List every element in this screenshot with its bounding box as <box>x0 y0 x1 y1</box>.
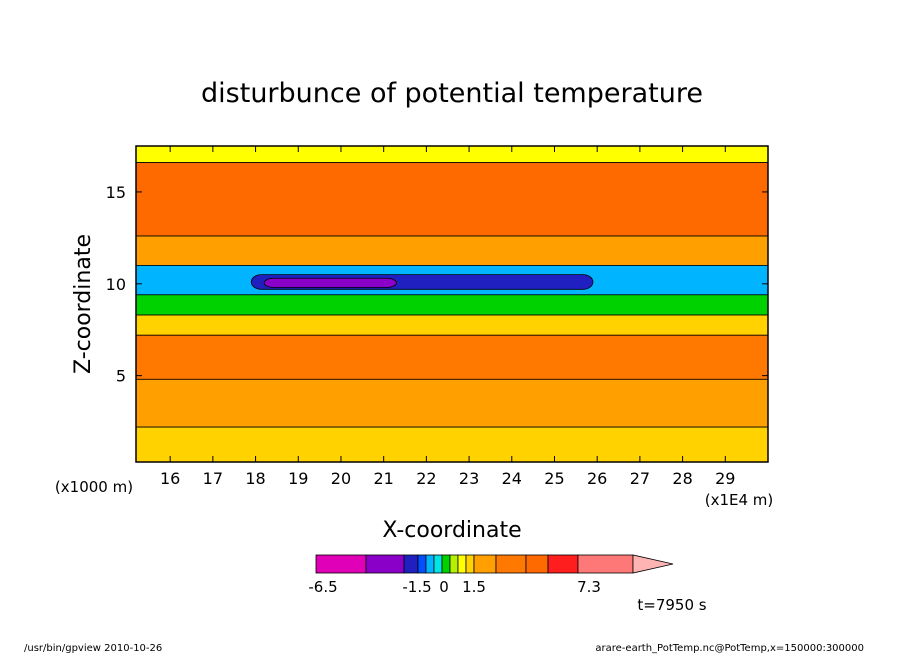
x-axis-label: X-coordinate <box>382 518 521 543</box>
colorbar-label: 7.3 <box>577 578 601 596</box>
y-tick-label: 10 <box>106 275 126 294</box>
colorbar-segment <box>473 554 497 574</box>
colorbar-segment <box>495 554 527 574</box>
colorbar-segment <box>315 554 367 574</box>
x-tick-label: 26 <box>587 469 607 488</box>
x-unit-note: (x1E4 m) <box>705 491 774 509</box>
x-tick-label: 21 <box>373 469 393 488</box>
colorbar-segment <box>365 554 405 574</box>
time-label: t=7950 s <box>637 596 706 614</box>
colorbar-segment <box>433 554 443 574</box>
x-axis: 16 17 18 19 20 21 22 23 24 25 26 27 28 29 <box>160 146 735 488</box>
x-tick-label: 27 <box>630 469 650 488</box>
y-axis-label: Z-coordinate <box>71 234 96 374</box>
colorbar-segment <box>403 554 419 574</box>
colorbar <box>315 554 674 574</box>
colorbar-segment <box>449 554 459 574</box>
colorbar-label: 0 <box>439 578 449 596</box>
colorbar-segment <box>457 554 467 574</box>
y-unit-note: (x1000 m) <box>55 478 133 496</box>
colorbar-extend-arrow <box>632 554 674 574</box>
x-tick-label: 20 <box>331 469 351 488</box>
colorbar-segment <box>465 554 475 574</box>
contour-band-green-layer <box>136 294 768 316</box>
x-tick-label: 18 <box>245 469 265 488</box>
colorbar-label: -6.5 <box>308 578 337 596</box>
x-tick-label: 24 <box>502 469 522 488</box>
contour-band-tropopause-transition <box>136 235 768 266</box>
x-tick-label: 23 <box>459 469 479 488</box>
x-tick-label: 25 <box>544 469 564 488</box>
contour-band-cold-minimum <box>263 277 397 288</box>
contour-band-lower-transition <box>136 314 768 336</box>
contour-band-upper-stratosphere <box>136 146 768 163</box>
colorbar-label: -1.5 <box>402 578 431 596</box>
colorbar-label: 1.5 <box>462 578 486 596</box>
x-tick-label: 22 <box>416 469 436 488</box>
x-tick-label: 19 <box>288 469 308 488</box>
chart-title: disturbunce of potential temperature <box>201 78 703 109</box>
colorbar-segment <box>441 554 451 574</box>
x-tick-label: 16 <box>160 469 180 488</box>
footer-source: arare-earth_PotTemp.nc@PotTemp,x=150000:… <box>595 643 864 654</box>
colorbar-segment <box>425 554 435 574</box>
x-tick-label: 29 <box>715 469 735 488</box>
colorbar-segment <box>417 554 427 574</box>
y-tick-label: 5 <box>116 367 126 386</box>
colorbar-segment <box>525 554 549 574</box>
colorbar-segment <box>577 554 634 574</box>
contour-band-mid-warm <box>136 334 768 380</box>
contour-band-lower-warm <box>136 378 768 428</box>
colorbar-labels: -6.5 -1.5 0 1.5 7.3 <box>308 578 601 596</box>
footer-program: /usr/bin/gpview 2010-10-26 <box>24 643 162 654</box>
contour-plot-area <box>136 146 768 462</box>
x-tick-label: 17 <box>203 469 223 488</box>
plot-frame <box>135 145 769 463</box>
contour-band-upper-warm <box>136 162 768 237</box>
y-tick-label: 15 <box>106 183 126 202</box>
colorbar-segment <box>547 554 579 574</box>
contour-band-boundary-layer <box>136 426 768 462</box>
x-tick-label: 28 <box>672 469 692 488</box>
y-axis: 5 10 15 <box>106 183 768 386</box>
